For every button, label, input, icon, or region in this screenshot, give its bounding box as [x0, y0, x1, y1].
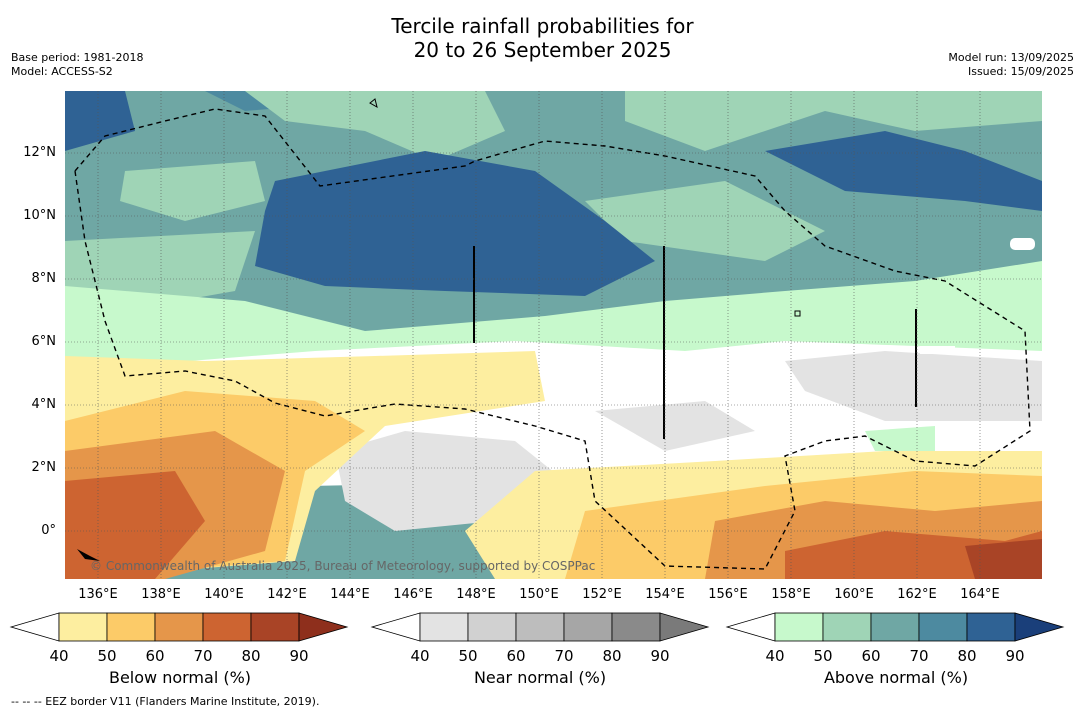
- colorbars: 40 50 60 70 80 90 40 50 60 70 80 90 40 50 60 70 80 90: [9, 612, 1065, 665]
- lon-tick-label: 144°E: [330, 587, 370, 602]
- region-above-80-east: [765, 131, 1042, 211]
- lon-tick-label: 156°E: [708, 587, 748, 602]
- chart-title: Tercile rainfall probabilities for 20 to…: [0, 14, 1085, 62]
- lon-tick-label: 152°E: [582, 587, 622, 602]
- colorbar-arrow-right: [298, 612, 349, 642]
- region-near-40-east: [785, 351, 1042, 421]
- above-normal-label: Above normal (%): [823, 668, 969, 687]
- lat-tick-label: 12°N: [23, 145, 56, 160]
- lon-tick-label: 162°E: [897, 587, 937, 602]
- lat-tick-label: 8°N: [31, 271, 57, 286]
- lon-tick-label: 148°E: [456, 587, 496, 602]
- colorbar-segment: [154, 612, 204, 642]
- lon-tick-label: 160°E: [834, 587, 874, 602]
- colorbar-segment: [774, 612, 824, 642]
- colorbar-segment: [822, 612, 872, 642]
- gridlines: [65, 91, 1042, 579]
- region-above-50-west: [120, 161, 265, 221]
- colorbar-arrow-right: [1014, 612, 1065, 642]
- region-above-50-north: [245, 91, 505, 161]
- colorbar-tick-label: 70: [193, 647, 212, 665]
- lat-tick-label: 6°N: [31, 334, 57, 349]
- lon-tick-label: 154°E: [645, 587, 685, 602]
- colorbar-segment: [58, 612, 108, 642]
- title-line-1: Tercile rainfall probabilities for: [391, 14, 694, 38]
- lon-tick-label: 164°E: [960, 587, 1000, 602]
- issued-date: Issued: 15/09/2025: [967, 65, 1074, 78]
- region-below-70-west: [65, 471, 205, 579]
- colorbar-segment: [966, 612, 1016, 642]
- region-above-80-core: [255, 151, 655, 296]
- colorbar-near: 40 50 60 70 80 90: [370, 612, 710, 665]
- region-near-40-central: [595, 401, 755, 451]
- region-above-50-central: [585, 181, 825, 261]
- colorbar-tick-label: 70: [909, 647, 928, 665]
- colorbar-tick-label: 60: [861, 647, 880, 665]
- lon-tick-label: 142°E: [267, 587, 307, 602]
- island-outline: [369, 98, 378, 109]
- copyright-text: © Commonwealth of Australia 2025, Bureau…: [90, 559, 595, 573]
- island-patch: [920, 346, 955, 354]
- model-run: Model run: 13/09/2025: [948, 51, 1074, 64]
- colorbar-segment: [870, 612, 920, 642]
- lon-tick-label: 138°E: [141, 587, 181, 602]
- colorbar-segment: [563, 612, 613, 642]
- island-patch: [1010, 238, 1035, 250]
- colorbar-tick-label: 50: [813, 647, 832, 665]
- colorbar-arrow-left: [725, 612, 776, 642]
- lon-tick-label: 140°E: [204, 587, 244, 602]
- rainfall-map: © Commonwealth of Australia 2025, Bureau…: [65, 91, 1042, 579]
- colorbar-tick-label: 50: [458, 647, 477, 665]
- colorbar-segment: [515, 612, 565, 642]
- lat-tick-label: 0°: [41, 523, 56, 538]
- lon-tick-label: 158°E: [771, 587, 811, 602]
- region-above-50-ne: [625, 91, 1042, 151]
- base-period: Base period: 1981-2018: [11, 51, 144, 64]
- meta-right: Model run: 13/09/2025 Issued: 15/09/2025: [948, 51, 1074, 79]
- lat-tick-label: 10°N: [23, 208, 56, 223]
- island-outline: [794, 310, 801, 317]
- near-normal-label: Near normal (%): [473, 668, 607, 687]
- title-line-2: 20 to 26 September 2025: [413, 38, 672, 62]
- colorbar-tick-label: 80: [957, 647, 976, 665]
- meta-left: Base period: 1981-2018 Model: ACCESS-S2: [11, 51, 143, 79]
- lat-tick-label: 2°N: [31, 460, 57, 475]
- island-outline: [77, 549, 100, 561]
- colorbar-tick-label: 70: [554, 647, 573, 665]
- eez-footnote: -- -- -- EEZ border V11 (Flanders Marine…: [11, 695, 320, 708]
- region-below-80-se: [965, 539, 1042, 579]
- colorbar-segment: [250, 612, 300, 642]
- colorbar-tick-label: 80: [241, 647, 260, 665]
- colorbar-below: 40 50 60 70 80 90: [9, 612, 349, 665]
- colorbar-tick-label: 90: [1005, 647, 1024, 665]
- colorbar-segment: [419, 612, 469, 642]
- colorbar-above: 40 50 60 70 80 90: [725, 612, 1065, 665]
- model-name: Model: ACCESS-S2: [11, 65, 113, 78]
- lon-tick-label: 136°E: [78, 587, 118, 602]
- colorbar-arrow-right: [659, 612, 710, 642]
- colorbar-arrow-left: [370, 612, 421, 642]
- below-normal-label: Below normal (%): [108, 668, 252, 687]
- colorbar-arrow-left: [9, 612, 60, 642]
- colorbar-tick-label: 40: [410, 647, 429, 665]
- lon-tick-label: 146°E: [393, 587, 433, 602]
- colorbar-segment: [202, 612, 252, 642]
- lon-tick-label: 150°E: [519, 587, 559, 602]
- colorbar-tick-label: 90: [289, 647, 308, 665]
- colorbar-tick-label: 40: [765, 647, 784, 665]
- colorbar-tick-label: 60: [506, 647, 525, 665]
- colorbar-tick-label: 40: [49, 647, 68, 665]
- colorbar-tick-label: 90: [650, 647, 669, 665]
- colorbar-segment: [918, 612, 968, 642]
- colorbar-tick-label: 50: [97, 647, 116, 665]
- colorbar-tick-label: 80: [602, 647, 621, 665]
- lat-tick-label: 4°N: [31, 397, 57, 412]
- colorbar-segment: [611, 612, 661, 642]
- eez-border: [74, 108, 1031, 570]
- colorbar-segment: [467, 612, 517, 642]
- region-above-80-nw: [65, 91, 135, 151]
- colorbar-tick-label: 60: [145, 647, 164, 665]
- colorbar-segment: [106, 612, 156, 642]
